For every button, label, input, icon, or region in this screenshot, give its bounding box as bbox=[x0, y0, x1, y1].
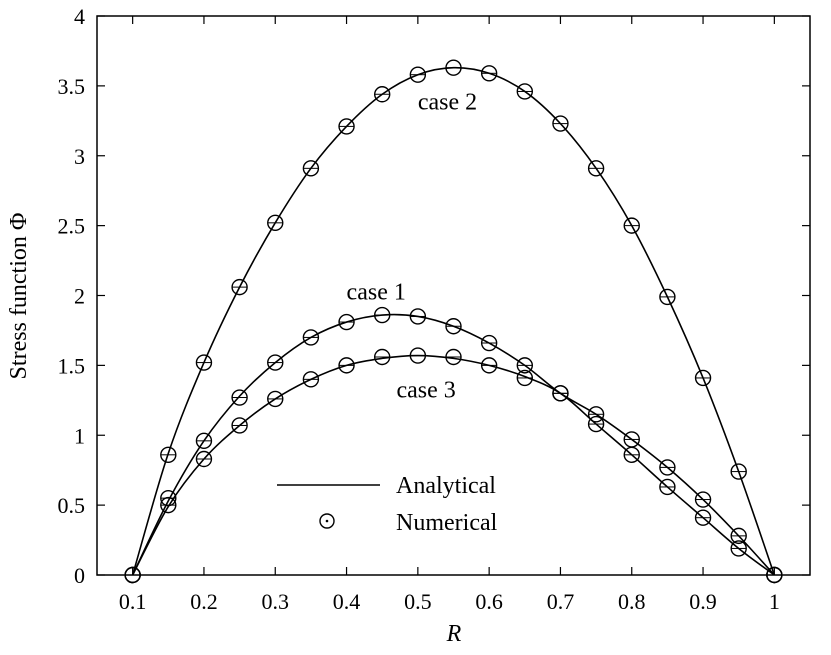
x-axis-ticks: 0.1 0.2 0.3 0.4 0.5 0.6 0.7 0.8 0.9 1 bbox=[119, 16, 780, 614]
y-tick-label: 2.5 bbox=[58, 214, 86, 239]
y-tick-label: 1 bbox=[74, 423, 85, 448]
x-tick-label: 0.4 bbox=[333, 589, 361, 614]
x-tick-label: 0.6 bbox=[475, 589, 503, 614]
y-tick-label: 4 bbox=[74, 4, 85, 29]
legend-marker-swatch bbox=[319, 513, 335, 529]
legend-label-numerical: Numerical bbox=[396, 510, 498, 536]
y-tick-label: 3 bbox=[74, 144, 85, 169]
legend: Analytical Numerical bbox=[277, 473, 498, 536]
y-axis-title: Stress function Φ bbox=[6, 213, 32, 380]
annotation-case-2: case 2 bbox=[418, 90, 477, 116]
annotation-case-1: case 1 bbox=[347, 280, 406, 306]
x-tick-label: 0.7 bbox=[547, 589, 575, 614]
y-tick-label: 0 bbox=[74, 563, 85, 588]
legend-marker-dot bbox=[325, 519, 329, 523]
curve-annotations: case 2 case 1 case 3 bbox=[347, 90, 478, 404]
legend-label-analytical: Analytical bbox=[396, 473, 496, 499]
y-tick-label: 2 bbox=[74, 284, 85, 309]
y-tick-label: 3.5 bbox=[58, 74, 86, 99]
x-tick-label: 0.5 bbox=[404, 589, 432, 614]
x-tick-label: 0.9 bbox=[689, 589, 717, 614]
annotation-case-3: case 3 bbox=[396, 378, 455, 404]
y-tick-label: 1.5 bbox=[58, 353, 86, 378]
x-tick-label: 1 bbox=[769, 589, 780, 614]
x-tick-label: 0.8 bbox=[618, 589, 646, 614]
numerical-markers bbox=[124, 59, 783, 584]
x-tick-label: 0.1 bbox=[119, 589, 147, 614]
x-axis-title: R bbox=[446, 621, 462, 647]
x-tick-label: 0.2 bbox=[190, 589, 218, 614]
y-axis-ticks: 0 0.5 1 1.5 2 2.5 3 3.5 4 bbox=[58, 4, 810, 588]
x-tick-label: 0.3 bbox=[262, 589, 290, 614]
y-tick-label: 0.5 bbox=[58, 493, 86, 518]
